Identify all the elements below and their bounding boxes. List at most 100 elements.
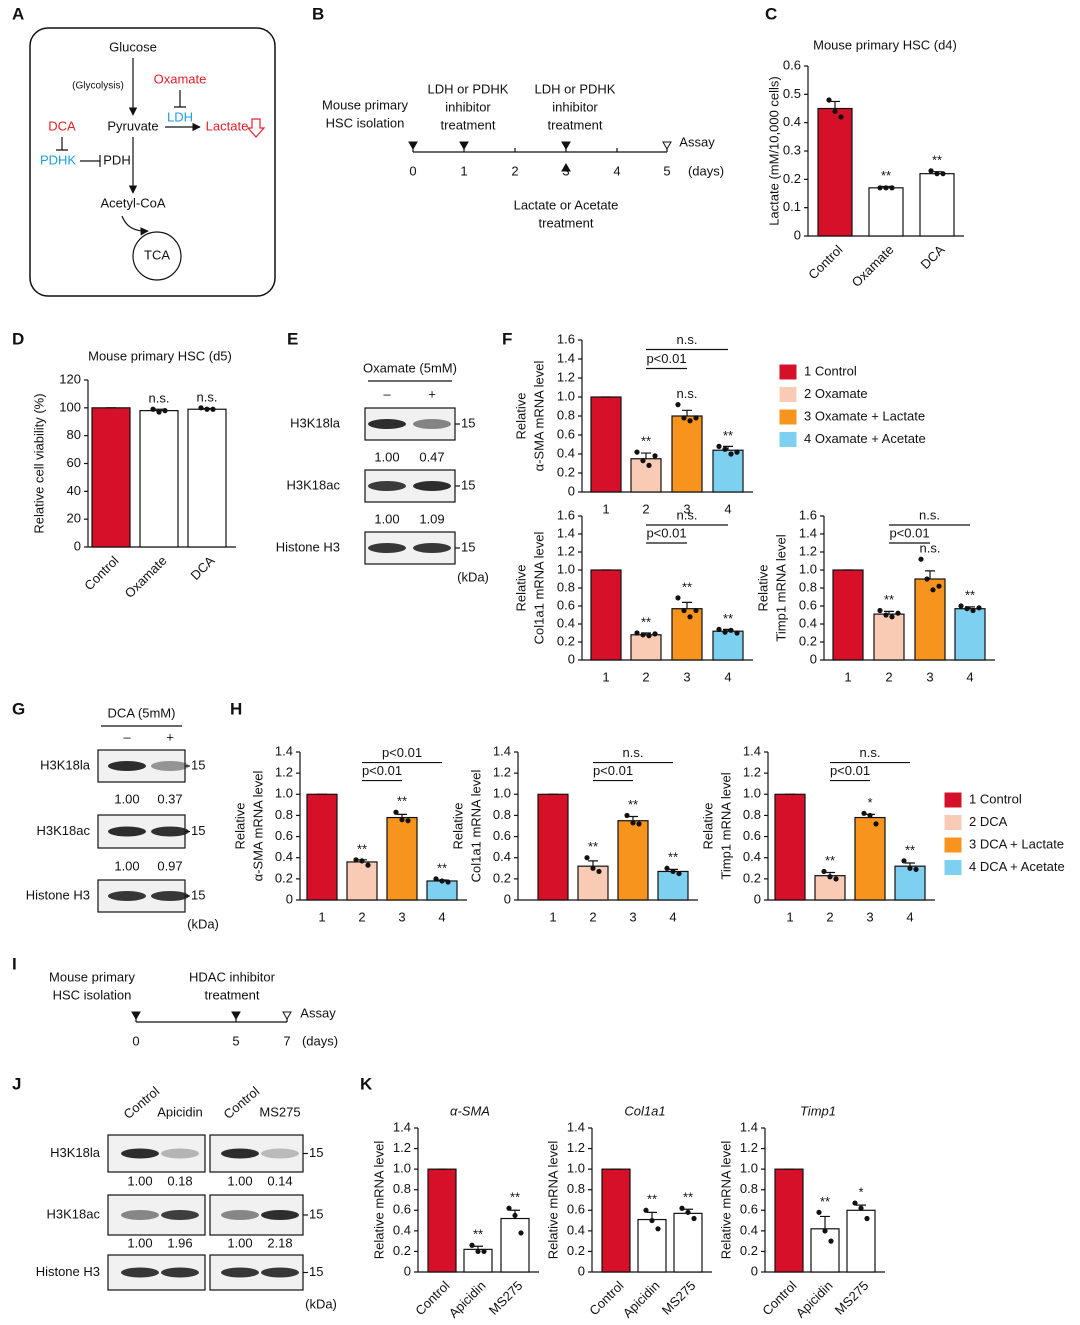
bar (657, 870, 689, 901)
legend-label: 1 Control (969, 791, 1022, 806)
x-tick-label: 1 (786, 909, 793, 924)
y-tick-label: 0.6 (275, 828, 293, 843)
data-point (693, 415, 699, 421)
band (151, 891, 189, 901)
day-label: 5 (663, 163, 670, 178)
comparison-label: p<0.01 (889, 525, 929, 540)
marker-label: 15 (461, 539, 475, 554)
significance: ** (683, 1190, 693, 1205)
quantification: 1.00 (127, 1235, 152, 1250)
y-tick-label: 0.4 (567, 1222, 585, 1237)
event-label: inhibitor (445, 99, 491, 114)
x-tick-label: MS275 (659, 1278, 699, 1318)
x-tick-label: 3 (866, 909, 873, 924)
y-axis-label: Relative mRNA level (371, 1141, 386, 1260)
y-axis-label: Relative (232, 803, 247, 850)
node: Acetyl-CoA (100, 195, 165, 210)
data-point (359, 858, 365, 864)
row-label: H3K18ac (37, 823, 91, 838)
chart-title: α-SMA (450, 1103, 490, 1118)
y-axis-label: Relative (450, 803, 465, 850)
legend-label: 3 DCA + Lactate (969, 836, 1064, 851)
y-axis-label: Timp1 mRNA level (773, 534, 788, 641)
y-tick-label: 0 (810, 651, 817, 666)
significance: ** (647, 1192, 657, 1207)
y-tick-label: 100 (59, 399, 81, 414)
comparison-label: n.s. (919, 507, 940, 522)
band (261, 1148, 299, 1159)
legend-swatch (779, 387, 797, 402)
y-tick-label: 0 (568, 651, 575, 666)
row-label: H3K18la (50, 1145, 101, 1160)
data-point (664, 865, 670, 871)
data-point (681, 607, 687, 614)
legend-swatch (779, 364, 797, 380)
x-tick-label: Oxamate (849, 242, 897, 290)
row-label: H3K18ac (287, 477, 341, 492)
error-bar (682, 409, 692, 416)
data-point (399, 817, 405, 823)
assay-label: Assay (300, 1005, 336, 1020)
panel-label: K (360, 1074, 373, 1093)
bar (712, 449, 744, 493)
marker-label: 15 (309, 1264, 323, 1279)
bar (537, 793, 569, 901)
band (413, 481, 451, 491)
band (161, 1267, 199, 1278)
bar (954, 608, 986, 661)
data-point (722, 446, 728, 452)
y-tick-label: 0 (74, 538, 81, 553)
y-tick-label: 1.4 (275, 743, 293, 758)
bar (873, 613, 905, 661)
band (121, 1148, 159, 1159)
day-unit: (days) (302, 1033, 338, 1048)
band (261, 1267, 299, 1278)
data-point (928, 168, 934, 174)
y-tick-label: 1.6 (799, 507, 817, 522)
y-tick-label: 0.4 (493, 849, 511, 864)
legend-label: 3 Oxamate + Lactate (804, 408, 925, 423)
bar (91, 407, 131, 548)
significance: ** (932, 152, 942, 167)
bar (712, 630, 744, 661)
quantification: 1.00 (374, 511, 399, 526)
y-tick-label: 0.3 (783, 142, 801, 157)
data-point (518, 1230, 524, 1236)
quantification: 1.00 (114, 858, 139, 873)
legend-label: 4 Oxamate + Acetate (804, 431, 926, 446)
error-bar (925, 570, 935, 579)
node: PDH (103, 152, 130, 167)
event-marker (282, 1011, 292, 1021)
bar (386, 816, 418, 901)
data-point (433, 876, 439, 882)
lane-label: – (383, 386, 391, 401)
significance: ** (588, 839, 598, 854)
band (151, 826, 189, 837)
data-point (734, 630, 740, 636)
error-bar (397, 813, 407, 818)
data-point (924, 576, 930, 582)
data-point (512, 1212, 518, 1219)
y-tick-label: 0.2 (740, 1243, 758, 1258)
y-axis-label: Col1a1 mRNA level (468, 770, 483, 883)
data-point (877, 607, 883, 614)
event-marker (459, 141, 469, 151)
lane-label: Apicidin (157, 1104, 203, 1119)
significance: ** (510, 1190, 520, 1205)
bar (854, 816, 886, 901)
significance: n.s. (149, 391, 170, 406)
band (221, 1148, 259, 1159)
data-point (675, 595, 681, 601)
x-tick-label: Apicidin (446, 1278, 489, 1321)
error-bar (830, 100, 840, 109)
x-tick-label: 2 (358, 909, 365, 924)
comparison-label: n.s. (860, 745, 881, 760)
bar (637, 1218, 667, 1273)
data-point (838, 114, 844, 120)
x-tick-label: 1 (602, 669, 609, 684)
y-tick-label: 1.0 (740, 1161, 758, 1176)
data-point (907, 865, 913, 871)
data-point (687, 614, 693, 620)
